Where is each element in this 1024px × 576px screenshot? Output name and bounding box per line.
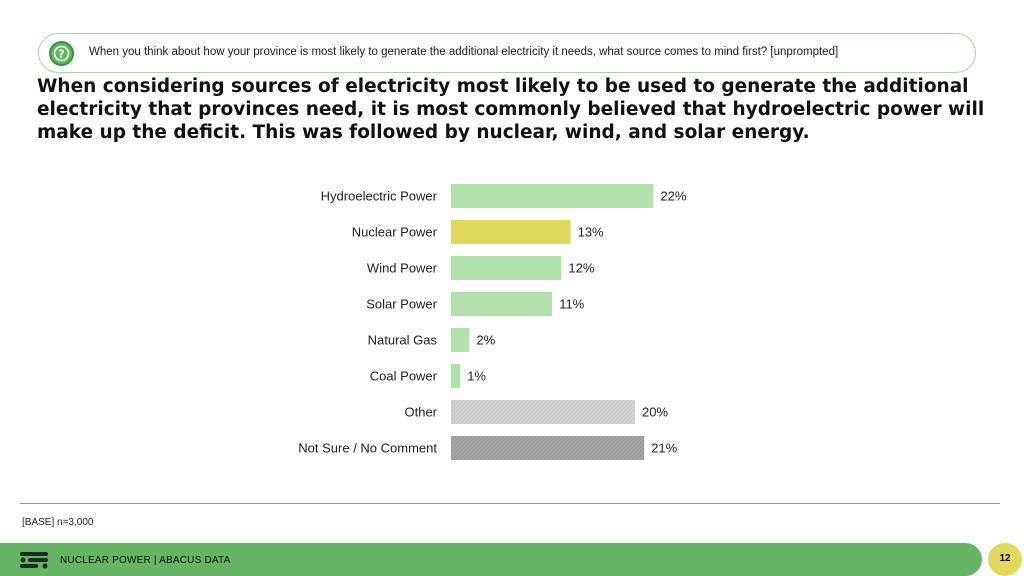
category-label: Hydroelectric Power [321, 189, 438, 204]
footer-bar: NUCLEAR POWER | ABACUS DATA [0, 543, 982, 576]
value-label: 13% [578, 225, 604, 240]
category-label: Other [404, 405, 437, 420]
value-label: 2% [476, 333, 495, 348]
footer-divider [20, 503, 1000, 504]
headline: When considering sources of electricity … [37, 76, 985, 143]
value-label: 12% [568, 261, 594, 276]
bar [451, 328, 470, 352]
page-number: 12 [999, 553, 1011, 564]
question-box: ? When you think about how your province… [38, 33, 976, 73]
bar [451, 256, 562, 280]
base-note: [BASE] n=3,000 [22, 517, 94, 528]
bar-chart: Hydroelectric Power 22% Nuclear Power 13% Wi… [298, 184, 687, 460]
bar [451, 220, 571, 244]
footer-text: NUCLEAR POWER | ABACUS DATA [60, 555, 231, 566]
category-label: Coal Power [370, 369, 438, 384]
bar [451, 184, 654, 208]
svg-text:?: ? [58, 48, 64, 61]
category-label: Wind Power [367, 261, 438, 276]
category-label: Nuclear Power [352, 225, 438, 240]
value-label: 20% [642, 405, 668, 420]
page-number-badge: 12 [988, 543, 1022, 576]
category-label: Solar Power [366, 297, 437, 312]
bar [451, 364, 461, 388]
question-mark-icon: ? [49, 41, 74, 66]
category-label: Not Sure / No Comment [298, 441, 437, 456]
value-label: 22% [660, 189, 686, 204]
question-text: When you think about how your province i… [89, 46, 839, 58]
abacus-logo-icon [20, 552, 48, 569]
bar [451, 292, 553, 316]
category-label: Natural Gas [368, 333, 438, 348]
value-label: 11% [559, 297, 584, 312]
bar [451, 400, 635, 424]
value-label: 1% [467, 369, 486, 384]
value-label: 21% [651, 441, 677, 456]
bar [451, 436, 645, 460]
